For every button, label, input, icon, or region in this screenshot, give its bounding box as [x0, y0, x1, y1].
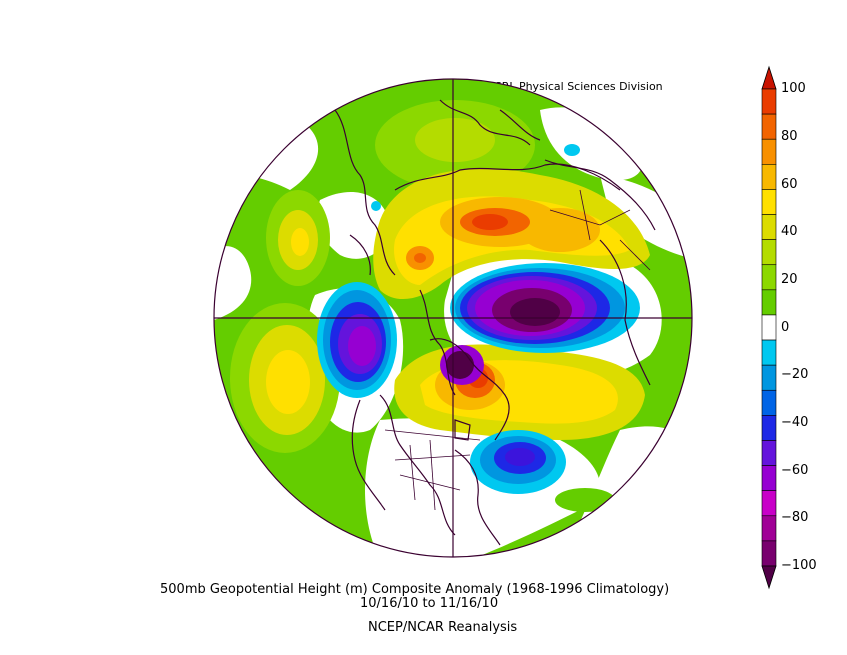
colorbar-bin	[761, 440, 777, 466]
coastline	[599, 239, 651, 386]
coastline	[349, 234, 371, 276]
positive-anomaly	[414, 253, 426, 263]
anomaly-field	[214, 79, 692, 557]
coastline	[334, 109, 396, 276]
colorbar-tick-label: 0	[781, 320, 790, 335]
boundary	[619, 239, 651, 271]
boundary	[549, 209, 631, 226]
positive-anomaly	[555, 488, 615, 512]
political-boundaries	[384, 189, 651, 511]
boundary	[579, 189, 591, 241]
positive-anomaly	[291, 228, 309, 256]
near-zero-region	[316, 191, 390, 259]
colorbar-bin	[761, 164, 777, 190]
colorbar-tick-label: 40	[781, 224, 798, 239]
colorbar-arrow-top	[761, 65, 777, 90]
colorbar-bin	[761, 415, 777, 441]
plot-title: 500mb Geopotential Height (m) Composite …	[160, 582, 670, 597]
near-zero-region	[214, 120, 319, 190]
colorbar-tick-label: 80	[781, 129, 798, 144]
boundary	[429, 439, 436, 511]
colorbar-bin	[761, 339, 777, 366]
boundary	[384, 429, 481, 441]
negative-anomaly	[510, 298, 560, 326]
near-zero-region	[214, 246, 252, 320]
colorbar-tick-label: −60	[781, 463, 809, 478]
near-zero-region	[540, 107, 643, 181]
colorbar-bin	[761, 389, 777, 416]
colorbar-tick-label: 100	[781, 81, 806, 96]
colorbar-bin	[761, 364, 777, 391]
negative-anomaly	[371, 201, 381, 211]
near-zero-region	[600, 175, 692, 260]
negative-anomaly	[348, 326, 376, 366]
colorbar-bin	[761, 88, 777, 115]
coastline	[439, 99, 531, 146]
map-boundary	[213, 78, 693, 558]
coastline	[454, 449, 501, 546]
colorbar-bin	[761, 113, 777, 140]
colorbar-tick-label: −100	[781, 558, 817, 573]
date-range: 10/16/10 to 11/16/10	[360, 596, 499, 611]
negative-anomaly	[564, 144, 580, 156]
positive-anomaly	[472, 214, 508, 230]
coastlines	[334, 99, 656, 546]
colorbar	[761, 65, 777, 590]
colorbar-bin	[761, 540, 777, 567]
coastline	[429, 338, 510, 441]
boundary	[409, 444, 416, 501]
colorbar-tick-label: −80	[781, 510, 809, 525]
colorbar-tick-label: 20	[781, 272, 798, 287]
positive-anomaly	[266, 350, 310, 414]
boundary	[394, 454, 471, 461]
boundary	[399, 474, 461, 491]
colorbar-arrow-bottom	[761, 565, 777, 590]
data-source: NCEP/NCAR Reanalysis	[368, 620, 518, 635]
positive-anomalies	[230, 100, 650, 512]
colorbar-bin	[761, 138, 777, 165]
colorbar-bin	[761, 214, 777, 240]
colorbar-bin	[761, 264, 777, 291]
colorbar-tick-label: −20	[781, 367, 809, 382]
colorbar-bin	[761, 490, 777, 517]
coastline	[544, 159, 656, 231]
colorbar-tick-label: 60	[781, 177, 798, 192]
positive-anomaly	[415, 118, 495, 162]
colorbar-bin	[761, 314, 777, 341]
colorbar-bin	[761, 515, 777, 542]
colorbar-bin	[761, 465, 777, 491]
negative-anomaly	[446, 351, 474, 379]
colorbar-bin	[761, 189, 777, 215]
coastline	[499, 109, 541, 141]
colorbar-bin	[761, 289, 777, 316]
colorbar-tick-label: −40	[781, 415, 809, 430]
coastline	[394, 163, 621, 191]
coastline	[351, 399, 386, 511]
coastline	[379, 394, 456, 536]
colorbar-bin	[761, 239, 777, 266]
coastline	[419, 289, 456, 396]
negative-anomaly	[505, 448, 535, 466]
negative-anomalies	[317, 144, 640, 494]
coastline	[454, 419, 471, 441]
